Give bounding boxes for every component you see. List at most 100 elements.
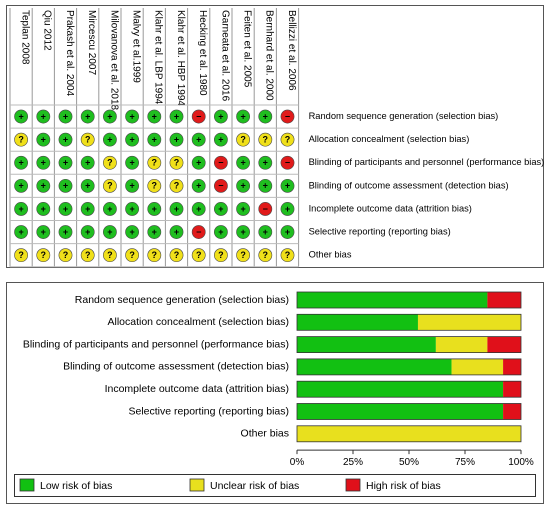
judgement-cell: −: [191, 225, 206, 239]
summary-cells: + + + + + + + + − + + + −? + +? + + + + + +?? ? + + + +? +?? + − + + − +…: [14, 109, 295, 263]
x-tick-label: 25%: [343, 457, 363, 468]
judgement-symbol: +: [41, 111, 46, 121]
legend-label: Low risk of bias: [40, 480, 112, 492]
judgement-dot-low: [169, 132, 184, 147]
judgement-cell: +: [236, 202, 250, 216]
judgement-symbol: ?: [174, 250, 180, 260]
judgement-dot-low: [36, 202, 51, 216]
judgement-symbol: −: [285, 111, 290, 121]
judgement-symbol: +: [63, 135, 68, 145]
judgement-symbol: +: [129, 227, 134, 237]
bar-segment-unclear: [451, 358, 504, 375]
judgement-symbol: ?: [218, 250, 224, 260]
judgement-dot-low: [213, 225, 228, 239]
judgement-cell: ?: [147, 155, 162, 170]
judgement-cell: +: [147, 225, 162, 239]
judgement-cell: −: [213, 178, 228, 193]
judgement-symbol: +: [129, 181, 134, 191]
bar-outline: [296, 425, 522, 443]
judgement-dot-unclear: [14, 132, 28, 147]
judgement-dot-low: [169, 225, 184, 239]
judgement-dot-low: [280, 202, 295, 216]
judgement-symbol: ?: [18, 135, 24, 145]
judgement-dot-low: [80, 178, 95, 193]
judgement-dot-low: [58, 155, 73, 170]
judgement-dot-low: [103, 225, 117, 239]
graph-frame: [6, 282, 544, 504]
judgement-cell: +: [58, 178, 73, 193]
judgement-dot-unclear: [191, 248, 206, 263]
judgement-dot-low: [258, 178, 273, 193]
judgement-symbol: +: [263, 227, 268, 237]
judgement-symbol: +: [263, 181, 268, 191]
bar-segment-high: [487, 336, 521, 353]
judgement-cell: +: [280, 178, 295, 193]
judgement-cell: +: [103, 132, 117, 147]
bar-outline: [296, 380, 522, 398]
judgement-cell: +: [169, 109, 184, 124]
judgement-dot-low: [147, 202, 162, 216]
judgement-dot-low: [258, 225, 273, 239]
judgement-symbol: −: [196, 111, 201, 121]
judgement-symbol: ?: [174, 158, 180, 168]
judgement-dot-low: [125, 178, 140, 193]
judgement-cell: +: [258, 225, 273, 239]
judgement-dot-low: [213, 202, 228, 216]
judgement-dot-unclear: [280, 132, 295, 147]
judgement-symbol: +: [85, 158, 90, 168]
judgement-dot-unclear: [58, 248, 73, 263]
judgement-cell: ?: [36, 248, 51, 263]
bar-segment-low: [297, 336, 436, 353]
graph-domain-label: Other bias: [241, 428, 289, 440]
judgement-dot-low: [258, 109, 273, 124]
judgement-dot-low: [236, 202, 250, 216]
judgement-symbol: ?: [152, 158, 158, 168]
judgement-symbol: +: [129, 158, 134, 168]
judgement-dot-low: [58, 132, 73, 147]
judgement-dot-unclear: [169, 248, 184, 263]
judgement-cell: +: [58, 202, 73, 216]
summary-domain-label: Incomplete outcome data (attrition bias): [309, 203, 472, 213]
study-headers: Teplan 2008 Qiu 2012 Prakash et al. 2004 Mi…: [19, 10, 296, 111]
judgement-dot-low: [103, 109, 117, 124]
judgement-symbol: +: [63, 204, 68, 214]
judgement-symbol: +: [18, 204, 23, 214]
judgement-cell: +: [14, 225, 28, 239]
judgement-symbol: ?: [263, 250, 269, 260]
bar-outline: [296, 336, 522, 354]
bar-segment-high: [503, 381, 521, 398]
judgement-symbol: ?: [196, 250, 202, 260]
judgement-cell: +: [191, 178, 206, 193]
judgement-dot-low: [169, 109, 184, 124]
judgement-dot-low: [147, 109, 162, 124]
judgement-cell: +: [236, 178, 250, 193]
judgement-symbol: +: [41, 204, 46, 214]
judgement-symbol: +: [41, 181, 46, 191]
judgement-symbol: ?: [129, 250, 135, 260]
judgement-cell: +: [36, 109, 51, 124]
bar-outline: [296, 291, 522, 309]
x-tick-label: 50%: [399, 457, 419, 468]
judgement-symbol: +: [174, 227, 179, 237]
judgement-cell: +: [125, 225, 140, 239]
judgement-cell: +: [258, 178, 273, 193]
judgement-symbol: +: [263, 158, 268, 168]
judgement-dot-high: [191, 109, 206, 124]
judgement-symbol: −: [196, 227, 201, 237]
judgement-cell: +: [191, 155, 206, 170]
judgement-dot-low: [191, 202, 206, 216]
domain-labels: Random sequence generation (selection bi…: [309, 111, 545, 260]
judgement-cell: +: [213, 225, 228, 239]
judgement-dot-low: [191, 178, 206, 193]
judgement-dot-low: [36, 109, 51, 124]
judgement-symbol: ?: [263, 135, 269, 145]
judgement-symbol: +: [174, 204, 179, 214]
graph-domain-label: Blinding of outcome assessment (detectio…: [63, 361, 289, 373]
legend-swatch-low: [19, 478, 35, 492]
judgement-symbol: ?: [41, 250, 47, 260]
judgement-symbol: +: [218, 204, 223, 214]
judgement-cell: −: [280, 109, 295, 124]
judgement-cell: ?: [280, 248, 295, 263]
judgement-dot-low: [80, 225, 95, 239]
judgement-symbol: +: [85, 181, 90, 191]
